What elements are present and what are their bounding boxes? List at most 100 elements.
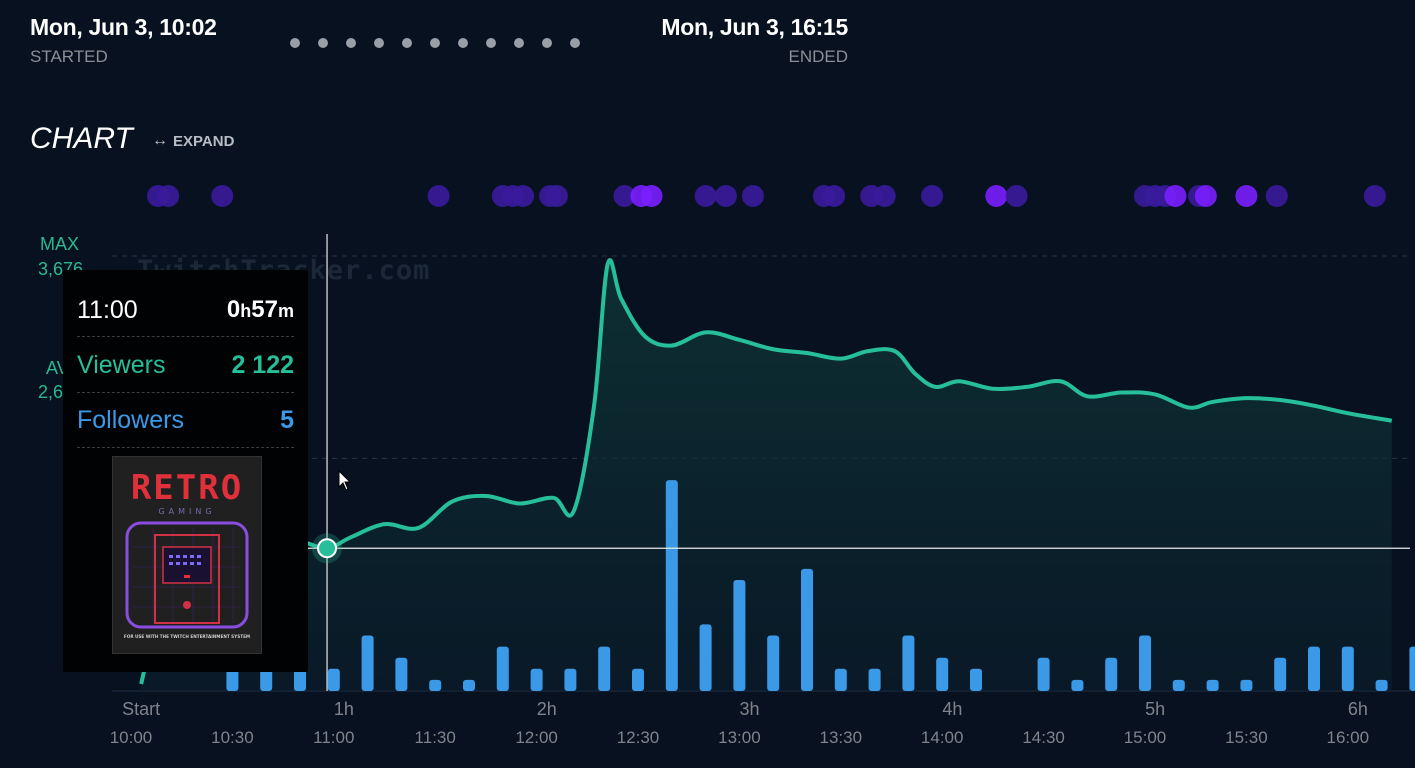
event-dot <box>211 185 234 207</box>
mouse-cursor-icon <box>338 470 352 491</box>
expand-button[interactable]: ↔ EXPAND <box>152 132 234 150</box>
event-dot <box>985 185 1008 207</box>
x-tick-duration: 1h <box>333 699 354 719</box>
event-dot <box>1194 185 1217 207</box>
followers-bar <box>361 635 374 691</box>
viewers-area <box>141 260 1392 691</box>
followers-bar <box>936 657 949 691</box>
tooltip-time-row: 11:00 0h57m <box>77 284 294 337</box>
x-tick-clock: 11:00 <box>313 728 355 747</box>
tooltip-time: 11:00 <box>77 295 138 324</box>
followers-bar <box>665 480 678 691</box>
followers-bar <box>1308 646 1320 691</box>
tooltip-viewers-row: Viewers 2 122 <box>77 338 294 393</box>
followers-bar <box>260 668 273 691</box>
followers-bar <box>294 668 306 691</box>
event-dot <box>157 185 180 207</box>
game-cover-image: RETRO GAMING FOR USE WITH THE TWITCH ENT… <box>112 456 262 654</box>
tooltip-followers-value: 5 <box>280 405 294 434</box>
x-tick-clock: 15:00 <box>1123 728 1167 747</box>
viewers-line <box>139 258 1393 685</box>
tooltip-duration: 0h57m <box>226 296 294 323</box>
followers-bar <box>1341 646 1354 691</box>
stream-end: Mon, Jun 3, 16:15 ENDED <box>640 14 848 67</box>
event-dot <box>921 185 944 207</box>
followers-bar <box>1375 679 1388 691</box>
followers-bar <box>902 635 915 691</box>
started-time: Mon, Jun 3, 10:02 <box>30 14 217 40</box>
followers-bar <box>868 668 881 691</box>
followers-bar <box>564 668 577 691</box>
tooltip-viewers-label: Viewers <box>77 350 166 379</box>
followers-bar <box>767 635 780 691</box>
followers-bar <box>1172 679 1185 691</box>
event-dot <box>1235 185 1258 207</box>
followers-bar <box>733 580 746 691</box>
event-dot <box>714 185 737 207</box>
cover-subtitle: GAMING <box>158 507 215 516</box>
followers-bar <box>1409 646 1415 691</box>
tooltip-viewers-value: 2 122 <box>231 350 294 379</box>
ended-time: Mon, Jun 3, 16:15 <box>661 14 848 40</box>
cover-title: RETRO <box>131 468 243 508</box>
followers-bar <box>1274 657 1287 691</box>
x-tick-clock: 12:00 <box>515 728 558 747</box>
followers-bar <box>1240 679 1253 691</box>
x-tick-clock: 13:00 <box>718 728 761 747</box>
timeline-dots <box>290 38 580 48</box>
event-dot <box>545 185 568 207</box>
x-tick-duration: 5h <box>1145 699 1166 719</box>
event-dot <box>640 185 663 207</box>
x-tick-clock: 13:30 <box>819 728 863 747</box>
expand-label: EXPAND <box>173 132 235 150</box>
event-dot <box>1265 185 1288 207</box>
event-dot <box>613 185 636 207</box>
followers-bar <box>395 657 408 691</box>
event-dot <box>1005 185 1028 207</box>
event-dot <box>1164 185 1187 207</box>
event-dot <box>427 185 450 207</box>
followers-bar <box>1139 635 1151 691</box>
followers-bar <box>226 668 239 691</box>
followers-bar <box>1037 657 1050 691</box>
avg-value: 2,6 <box>38 382 64 402</box>
x-tick-clock: 11:30 <box>414 728 456 747</box>
followers-bar <box>429 679 442 691</box>
x-tick-clock: 15:30 <box>1225 728 1268 747</box>
x-tick-clock: 12:30 <box>616 728 660 747</box>
followers-bar <box>970 668 982 691</box>
x-tick-duration: Start <box>122 699 161 719</box>
event-dot <box>873 185 896 207</box>
x-tick-clock: 16:00 <box>1326 728 1370 747</box>
ended-label: ENDED <box>788 47 848 66</box>
followers-bar <box>1105 657 1118 691</box>
followers-bar <box>801 568 813 691</box>
followers-bar <box>496 646 509 691</box>
followers-bar <box>1206 679 1219 691</box>
event-dot <box>741 185 764 207</box>
x-tick-duration: 2h <box>536 699 557 719</box>
x-tick-duration: 3h <box>739 699 760 719</box>
followers-bar <box>632 668 644 691</box>
hover-point <box>317 538 338 559</box>
x-tick-clock: 10:30 <box>211 728 254 747</box>
stream-start: Mon, Jun 3, 10:02 STARTED <box>30 14 217 67</box>
event-dot <box>512 185 535 207</box>
x-tick-duration: 6h <box>1347 699 1368 719</box>
expand-arrows-icon: ↔ <box>152 132 168 149</box>
x-tick-clock: 14:30 <box>1022 728 1065 747</box>
cover-footer: FOR USE WITH THE TWITCH ENTERTAINMENT SY… <box>124 634 250 639</box>
x-tick-duration: 4h <box>942 699 963 719</box>
tooltip-followers-label: Followers <box>77 405 184 434</box>
followers-bar <box>598 646 611 691</box>
tooltip-followers-row: Followers 5 <box>77 393 294 448</box>
started-label: STARTED <box>30 47 108 66</box>
x-tick-clock: 10:00 <box>109 728 153 747</box>
max-label: MAX <box>40 234 80 254</box>
event-dot <box>694 185 717 207</box>
event-dot <box>823 185 846 207</box>
followers-bar <box>327 668 340 691</box>
followers-bar <box>699 624 712 691</box>
followers-bar <box>1071 679 1084 691</box>
